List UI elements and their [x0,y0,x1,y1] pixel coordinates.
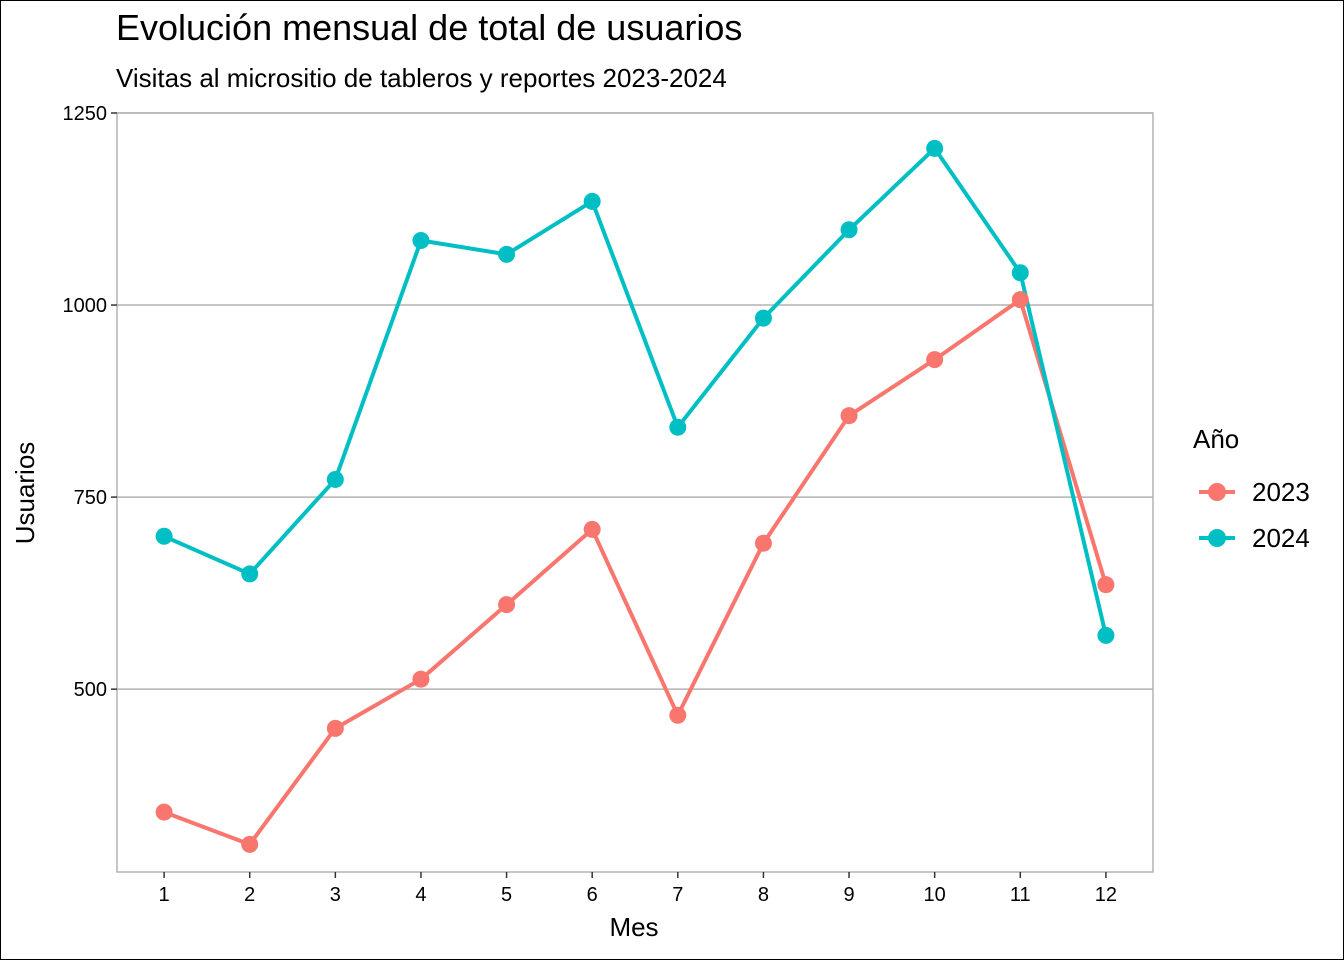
data-point-2024 [583,192,601,210]
x-axis-title: Mes [609,912,658,942]
data-point-2024 [326,470,344,488]
x-tick-label: 6 [587,884,598,906]
legend-label: 2023 [1252,477,1310,507]
data-point-2023 [669,706,687,724]
legend-item-2024: 2024 [1199,523,1310,553]
y-tick-label: 750 [74,487,107,509]
x-tick-label: 1 [159,884,170,906]
y-tick-label: 1250 [63,103,108,125]
x-tick-label: 9 [843,884,854,906]
legend-title: Año [1193,424,1239,454]
data-point-2024 [412,232,430,250]
x-tick-label: 10 [924,884,946,906]
x-tick-label: 2 [244,884,255,906]
data-point-2024 [155,527,173,545]
legend-label: 2024 [1252,523,1310,553]
data-point-2023 [754,534,772,552]
legend-key-point [1208,529,1226,547]
data-point-2023 [926,351,944,369]
data-point-2024 [1097,626,1115,644]
data-point-2023 [241,835,259,853]
series-line-2023 [162,297,1108,847]
data-point-2023 [840,407,858,425]
data-point-2024 [754,309,772,327]
y-tick-label: 500 [74,679,107,701]
data-point-2023 [326,719,344,737]
legend-items: 2023 2024 [1199,477,1310,553]
data-point-2023 [498,596,516,614]
data-point-2023 [1097,576,1115,594]
data-point-2024 [498,245,516,263]
data-point-2024 [241,565,259,583]
legend-key-point [1208,483,1226,501]
plot-panel-border [116,112,1154,873]
x-tick-label: 4 [415,884,426,906]
series-layer [155,139,1115,853]
data-point-2023 [412,670,430,688]
data-point-2024 [840,221,858,239]
series-line-2024 [162,146,1108,638]
x-tick-label: 8 [758,884,769,906]
data-point-2023 [1011,291,1029,309]
chart-subtitle: Visitas al micrositio de tableros y repo… [116,63,727,93]
y-axis-title: Usuarios [10,442,40,545]
data-point-2023 [583,520,601,538]
data-point-2023 [155,803,173,821]
legend: Año 2023 2024 [1193,424,1310,553]
grid-lines [117,112,1153,690]
data-point-2024 [926,139,944,157]
data-point-2024 [1011,264,1029,282]
y-tick-label: 1000 [63,295,108,317]
x-tick-label: 7 [672,884,683,906]
x-tick-label: 12 [1095,884,1117,906]
x-tick-label: 3 [330,884,341,906]
x-tick-label: 11 [1010,884,1031,906]
x-tick-label: 5 [501,884,512,906]
legend-item-2023: 2023 [1199,477,1310,507]
data-point-2024 [669,418,687,436]
chart-title: Evolución mensual de total de usuarios [116,7,742,48]
